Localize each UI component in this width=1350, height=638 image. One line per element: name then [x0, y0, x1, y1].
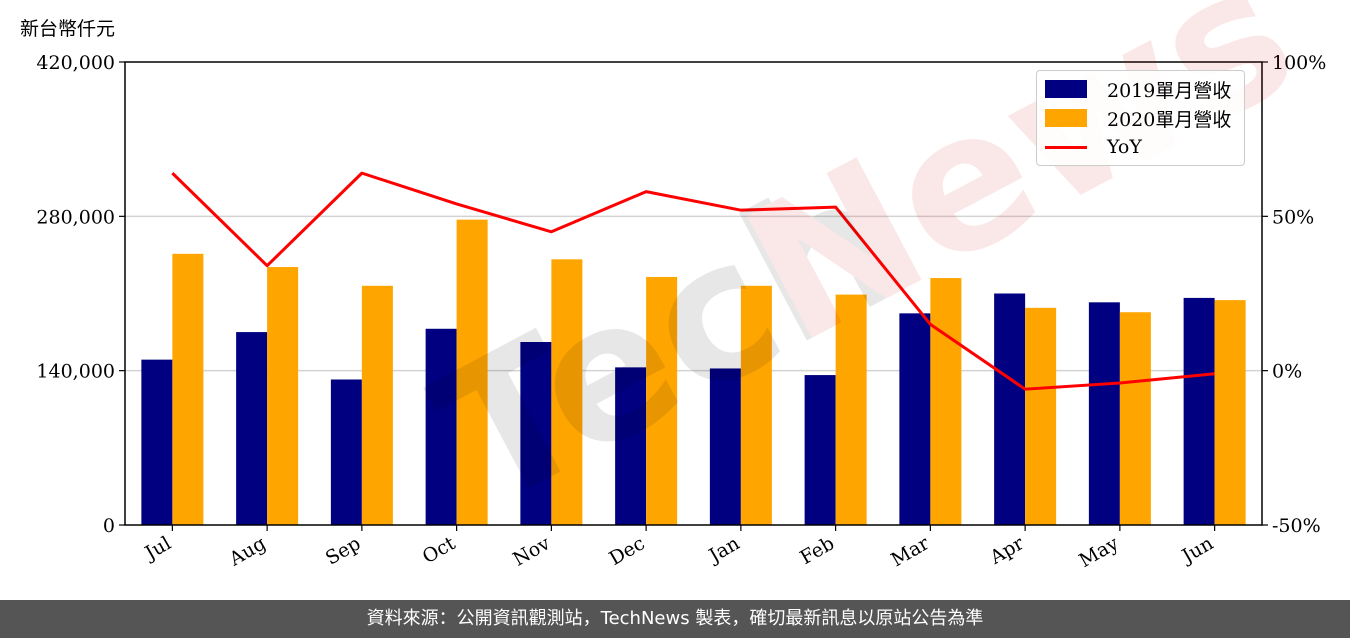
- bar-2020: [361, 285, 393, 525]
- bar-2019: [1088, 302, 1120, 525]
- x-tick-label: Aug: [225, 532, 270, 571]
- legend-swatch-2019: [1045, 80, 1087, 98]
- bar-2019: [804, 375, 836, 525]
- bar-2019: [330, 379, 362, 525]
- y2-tick-label: -50%: [1272, 515, 1321, 537]
- x-tick-label: Jun: [1177, 532, 1218, 568]
- legend: 2019單月營收 2020單月營收 YoY: [1036, 70, 1245, 166]
- bar-2020: [930, 278, 962, 525]
- bar-2020: [835, 294, 867, 525]
- y2-tick-label: 0%: [1272, 361, 1302, 383]
- x-tick-label: Mar: [887, 532, 933, 571]
- y-tick-label: 140,000: [36, 361, 115, 383]
- y2-tick-label: 50%: [1272, 206, 1314, 228]
- footer-source: 資料來源：公開資訊觀測站，TechNews 製表，確切最新訊息以原站公告為準: [0, 600, 1350, 638]
- x-tick-label: May: [1075, 532, 1122, 572]
- x-tick-label: Oct: [419, 532, 460, 568]
- bar-2020: [267, 267, 299, 525]
- x-tick-label: Apr: [985, 532, 1028, 569]
- y2-tick-label: 100%: [1272, 52, 1326, 74]
- plot-frame: [124, 61, 1263, 526]
- bar-2019: [1183, 297, 1215, 525]
- x-tick-label: Sep: [322, 532, 365, 569]
- bar-2020: [456, 219, 488, 525]
- bar-2020: [172, 253, 204, 526]
- x-tick-label: Jan: [704, 532, 744, 568]
- y-tick-label: 0: [103, 515, 115, 537]
- x-tick-label: Nov: [509, 532, 554, 571]
- y-tick-label: 280,000: [36, 206, 115, 228]
- legend-line-yoy: [1045, 145, 1087, 149]
- x-tick-label: Feb: [796, 532, 838, 569]
- y-tick-label: 420,000: [36, 52, 115, 74]
- x-tick-label: Jul: [140, 532, 175, 565]
- bar-2019: [709, 368, 741, 525]
- bar-2019: [141, 359, 173, 525]
- bar-2020: [1119, 312, 1151, 525]
- bar-2019: [994, 293, 1026, 525]
- x-tick-label: Dec: [605, 532, 648, 570]
- legend-item-2019: 2019單月營收: [1045, 76, 1231, 102]
- legend-item-yoy: YoY: [1045, 134, 1142, 160]
- bar-2019: [899, 313, 931, 525]
- legend-label-yoy: YoY: [1107, 136, 1142, 158]
- legend-label-2020: 2020單月營收: [1107, 108, 1232, 131]
- bar-2020: [646, 276, 678, 525]
- bar-2019: [236, 332, 268, 525]
- bar-2020: [740, 285, 772, 525]
- bar-2019: [425, 328, 457, 525]
- bar-2019: [615, 367, 647, 525]
- bar-2020: [1214, 300, 1246, 525]
- yoy-line: [171, 171, 1215, 391]
- chart-area: 0 140,000 280,000 420,000 -50% 0% 50% 100% Jul Au…: [36, 52, 1326, 572]
- revenue-chart: 0 140,000 280,000 420,000 -50% 0% 50% 100% Jul Au…: [36, 52, 1326, 572]
- legend-swatch-2020: [1045, 109, 1087, 127]
- bar-2020: [1025, 307, 1057, 525]
- bar-2020: [551, 259, 583, 525]
- legend-item-2020: 2020單月營收: [1045, 105, 1231, 131]
- unit-label: 新台幣仟元: [20, 18, 116, 40]
- legend-label-2019: 2019單月營收: [1107, 79, 1232, 102]
- bar-2019: [520, 342, 552, 525]
